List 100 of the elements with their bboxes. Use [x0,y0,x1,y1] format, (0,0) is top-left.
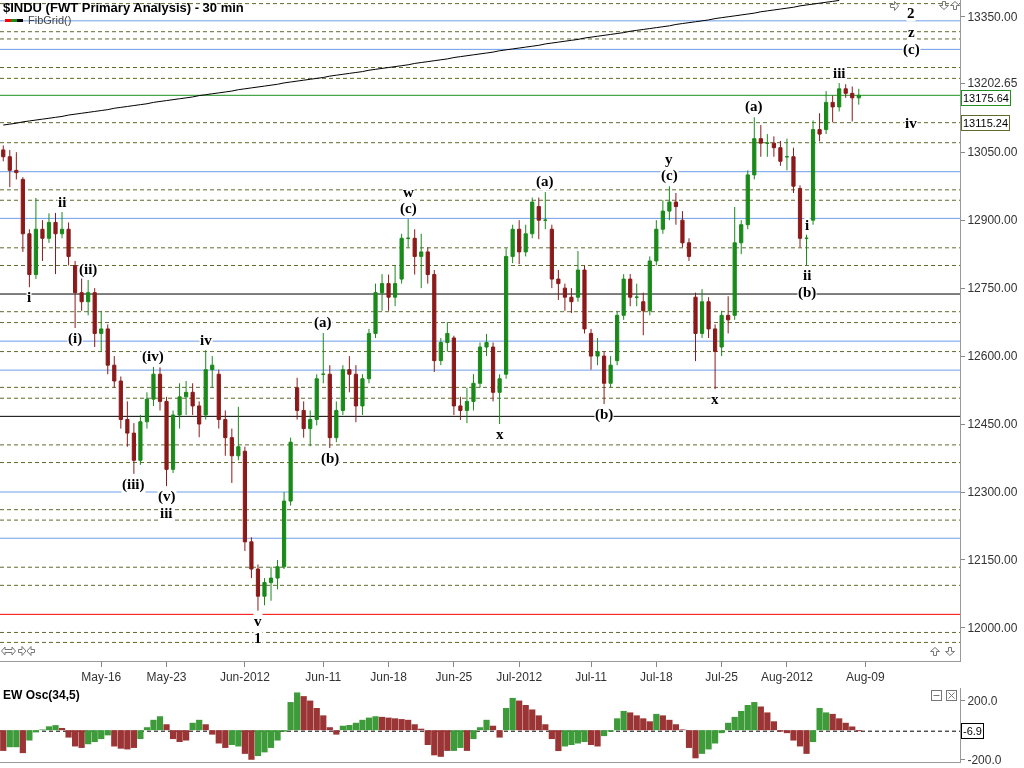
annotation: (c) [903,41,920,58]
annotation: ii [58,194,67,210]
candlestick [203,349,208,421]
annotation: (b) [798,284,817,301]
candlestick [582,264,587,334]
annotation: (b) [595,406,614,423]
candlestick [347,355,352,393]
candlestick [497,373,502,425]
x-tick-label: Aug-2012 [760,670,814,685]
annotation: ii [803,267,812,283]
candlestick [1,144,6,162]
y-tick-label: 13350.00 [967,9,1018,24]
bar [202,724,209,731]
y-tick-label: 12600.00 [967,349,1018,364]
candlestick [530,197,535,239]
candlestick [504,247,509,380]
candlestick [484,333,489,357]
candlestick [810,120,816,226]
candlestick [144,391,150,430]
chart-title: EW Osc(34,5) [3,688,80,703]
candlestick [7,149,12,188]
candlestick [59,211,65,239]
candlestick [157,366,163,411]
candlestick [739,219,744,255]
candlestick [184,380,189,416]
y-tick-label: 12150.00 [967,553,1018,568]
candlestick [73,260,78,329]
ref-line-label: 13115.24 [963,117,1009,129]
candlestick [419,233,424,289]
candlestick [615,310,620,366]
candlestick [608,355,613,389]
candlestick [784,138,790,171]
candlestick [667,185,672,221]
x-tick-label: Jul-18 [639,670,673,685]
y-tick-label: -200.0 [967,752,1002,767]
annotation: y [665,151,673,167]
candlestick [262,577,267,606]
y-tick-label: 12750.00 [967,281,1018,296]
candlestick [490,342,496,402]
bar [19,730,26,754]
annotation: (a) [745,98,763,115]
candlestick [562,283,567,312]
candlestick [438,337,443,366]
candlestick [745,169,750,230]
annotation: iv [200,332,213,348]
annotation: (i) [68,330,83,347]
candlestick [601,351,607,405]
annotation: FibGrid() [28,14,72,26]
y-tick-label: 12300.00 [967,485,1018,500]
bar [137,730,144,740]
bar [496,730,503,738]
x-tick-label: Jun-25 [435,670,473,685]
candlestick [732,206,737,321]
candlestick [432,269,437,373]
candlestick [706,296,711,339]
candlestick [464,387,470,424]
annotation: 1 [254,630,262,646]
candlestick [275,559,280,590]
y-tick-label: 200.0 [967,693,998,708]
candlestick [445,321,450,353]
candlestick [314,373,319,426]
candlestick [46,212,52,244]
annotation: (b) [321,450,340,467]
candlestick [288,437,293,507]
candlestick [197,400,202,438]
candlestick [393,264,398,307]
x-tick-label: Jul-2012 [496,670,543,685]
candlestick [53,212,58,275]
candlestick [268,566,274,602]
candlestick [536,197,541,240]
candlestick [177,382,182,430]
annotation: z [908,24,915,40]
candlestick [334,400,339,443]
x-tick-label: Jun-18 [370,670,408,685]
candlestick [510,224,515,264]
candlestick [588,328,594,371]
candlestick [327,364,332,449]
candlestick [817,112,822,142]
x-tick-label: Jul-25 [705,670,739,685]
annotation: x [496,426,504,442]
candlestick [843,83,848,99]
candlestick [210,355,215,389]
annotation: (c) [661,167,678,184]
candlestick [236,406,241,461]
annotation: 2 [907,5,915,21]
candlestick [366,328,372,384]
bar [163,724,170,731]
x-tick-label: Jun-11 [305,670,342,685]
candlestick [14,151,19,180]
annotation: iv [905,115,918,131]
y-tick-label: 12450.00 [967,417,1018,432]
candlestick [556,269,561,301]
annotation: (iii) [122,476,145,493]
candlestick [190,382,195,416]
candlestick [797,184,803,248]
annotation: v [254,613,262,629]
candlestick [699,288,705,339]
y-tick-label: 13202.65 [967,76,1018,91]
candlestick [379,273,385,312]
candlestick [399,233,404,285]
